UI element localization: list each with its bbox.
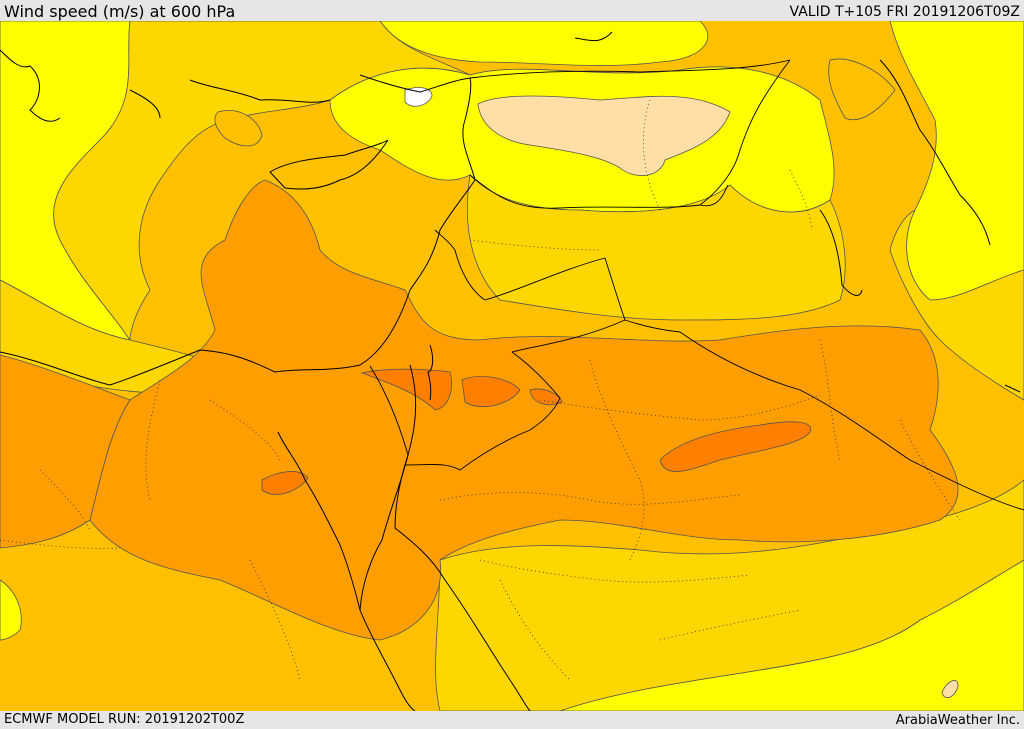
band-pale-peach-turkey: [477, 95, 731, 176]
band-dark-orange-saudi: [659, 421, 811, 472]
footer-bar: ECMWF MODEL RUN: 20191202T00Z ArabiaWeat…: [0, 711, 1024, 729]
wind-speed-map: [0, 21, 1024, 711]
coastlines: [0, 31, 1021, 711]
band-orange-southwest: [0, 354, 131, 549]
band-dark-orange-small-east: [529, 388, 563, 406]
band-gold-south: [435, 479, 1024, 711]
band-yellow-top-strip: [379, 21, 709, 66]
band-amber-turkey-patch: [214, 110, 263, 147]
credit-label: ArabiaWeather Inc.: [895, 713, 1020, 728]
header-bar: Wind speed (m/s) at 600 hPa VALID T+105 …: [0, 0, 1024, 21]
map-canvas: [0, 21, 1024, 711]
band-gold-east: [889, 209, 1024, 401]
province-boundaries: [0, 99, 961, 681]
map-title: Wind speed (m/s) at 600 hPa: [4, 2, 236, 21]
band-dark-orange-jordan: [461, 375, 521, 408]
band-amber-iran-patch: [828, 58, 896, 120]
band-gold-syria: [466, 174, 846, 321]
band-dark-orange-red-sea: [261, 471, 309, 495]
band-yellow-west-small: [0, 579, 22, 641]
band-gold-northwest: [53, 21, 471, 342]
band-white-turkey: [404, 87, 433, 107]
band-pale-peach-southeast: [941, 679, 959, 699]
model-run-label: ECMWF MODEL RUN: 20191202T00Z: [4, 712, 245, 727]
valid-time-label: VALID T+105 FRI 20191206T09Z: [789, 4, 1020, 20]
country-borders: [369, 59, 1024, 511]
